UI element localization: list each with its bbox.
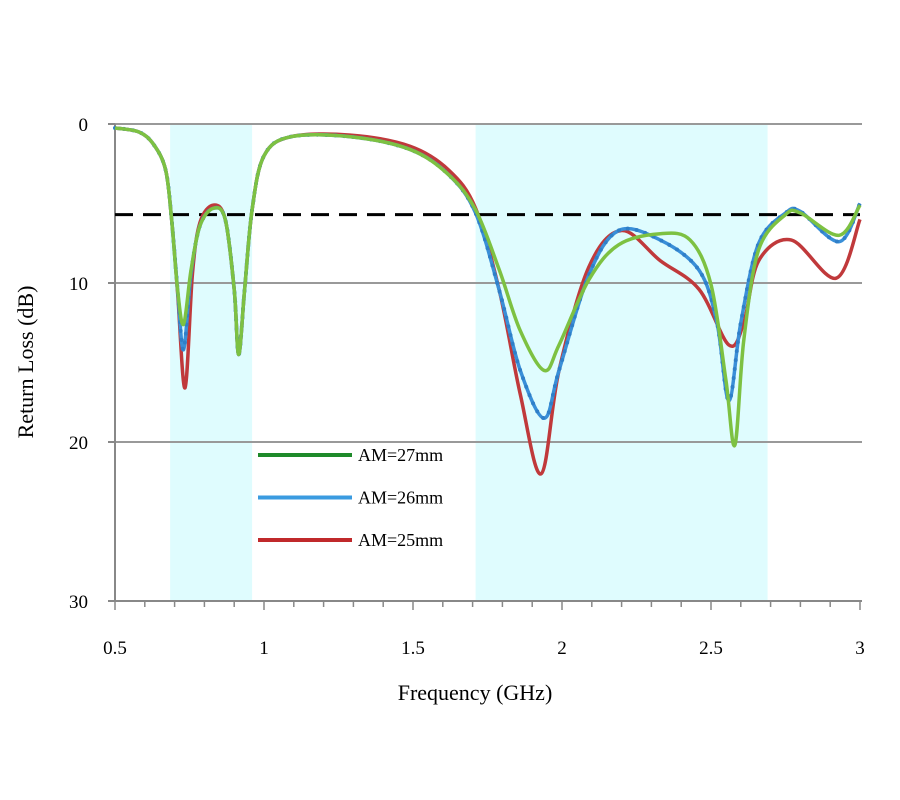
series-marker-am-26mm [594,255,599,260]
series-marker-am-26mm [527,393,532,398]
series-marker-am-26mm [590,263,595,268]
series-marker-am-26mm [746,278,751,283]
series-marker-am-26mm [707,289,712,294]
legend-label-3: AM=25mm [358,530,443,550]
series-marker-am-26mm [667,242,672,247]
series-marker-am-26mm [555,375,560,380]
series-marker-am-26mm [732,367,737,372]
series-marker-am-26mm [557,366,562,371]
series-marker-am-26mm [551,392,556,397]
series-marker-am-26mm [180,346,185,351]
series-marker-am-26mm [740,313,745,318]
x-tick-label: 1 [259,638,269,659]
series-marker-am-26mm [741,304,746,309]
y-tick-label: 10 [69,274,88,295]
series-marker-am-26mm [567,332,572,337]
x-tick-label: 2 [557,638,567,659]
series-marker-am-26mm [730,384,735,389]
shaded-band-1 [170,124,253,601]
series-marker-am-26mm [682,252,687,257]
series-marker-am-26mm [729,393,734,398]
legend-label-2: AM=26mm [358,488,443,508]
series-marker-am-26mm [495,280,500,285]
shaded-band-2 [475,124,768,601]
series-marker-am-26mm [512,350,517,355]
series-marker-am-26mm [570,323,575,328]
x-tick-label: 2.5 [699,638,723,659]
series-marker-am-26mm [834,239,839,244]
series-marker-am-26mm [560,357,565,362]
series-marker-am-26mm [745,287,750,292]
series-marker-am-26mm [616,228,621,233]
series-marker-am-26mm [603,240,608,245]
series-marker-am-26mm [562,349,567,354]
series-marker-am-26mm [492,272,497,277]
series-marker-am-26mm [182,340,187,345]
series-marker-am-26mm [518,367,523,372]
series-marker-am-26mm [515,359,520,364]
series-marker-am-26mm [842,236,847,241]
x-tick-label: 1.5 [401,638,425,659]
series-marker-am-26mm [178,328,183,333]
series-marker-am-26mm [521,376,526,381]
x-axis-label: Frequency (GHz) [398,680,553,705]
series-marker-am-26mm [731,375,736,380]
series-marker-am-26mm [502,306,507,311]
series-marker-am-26mm [487,254,492,259]
y-tick-label: 30 [69,592,88,613]
series-marker-am-26mm [703,281,708,286]
series-marker-am-26mm [510,341,515,346]
series-marker-am-26mm [506,324,511,329]
series-marker-am-26mm [508,333,513,338]
y-axis-label: Return Loss (dB) [13,286,38,439]
series-marker-am-26mm [546,410,551,415]
series-marker-am-26mm [179,337,184,342]
series-line-am-27mm [114,126,862,448]
series-marker-am-26mm [634,227,639,232]
series-marker-am-26mm [549,401,554,406]
series-marker-am-26mm [733,358,738,363]
series-marker-am-26mm [689,258,694,263]
series-marker-am-26mm [625,226,630,231]
series-line-am-25mm [114,126,862,476]
series-marker-am-26mm [743,295,748,300]
x-tick-label: 0.5 [103,638,127,659]
series-marker-am-26mm [734,349,739,354]
series-marker-am-26mm [598,247,603,252]
series-marker-am-26mm [735,340,740,345]
series-marker-am-26mm [499,298,504,303]
series-marker-am-26mm [699,272,704,277]
series-marker-am-26mm [541,415,546,420]
series-marker-am-26mm [674,247,679,252]
series-marker-am-26mm [524,384,529,389]
series-marker-am-26mm [490,263,495,268]
y-tick-label: 20 [69,433,88,454]
y-tick-label: 0 [79,115,89,136]
series-marker-am-26mm [504,315,509,320]
series-marker-am-26mm [609,233,614,238]
series-marker-am-26mm [659,238,664,243]
series-marker-am-26mm [565,340,570,345]
x-tick-label: 3 [855,638,865,659]
series-marker-am-26mm [497,289,502,294]
legend: AM=27mm AM=26mm AM=25mm [258,445,443,550]
series-marker-am-26mm [535,409,540,414]
series-marker-am-26mm [531,401,536,406]
series-marker-am-26mm [183,331,188,336]
series-marker-am-26mm [826,235,831,240]
series-marker-am-26mm [695,265,700,270]
series-marker-am-26mm [485,246,490,251]
series-marker-am-26mm [738,322,743,327]
series-marker-am-26mm [737,331,742,336]
legend-label-1: AM=27mm [358,445,443,465]
series-marker-am-26mm [552,383,557,388]
